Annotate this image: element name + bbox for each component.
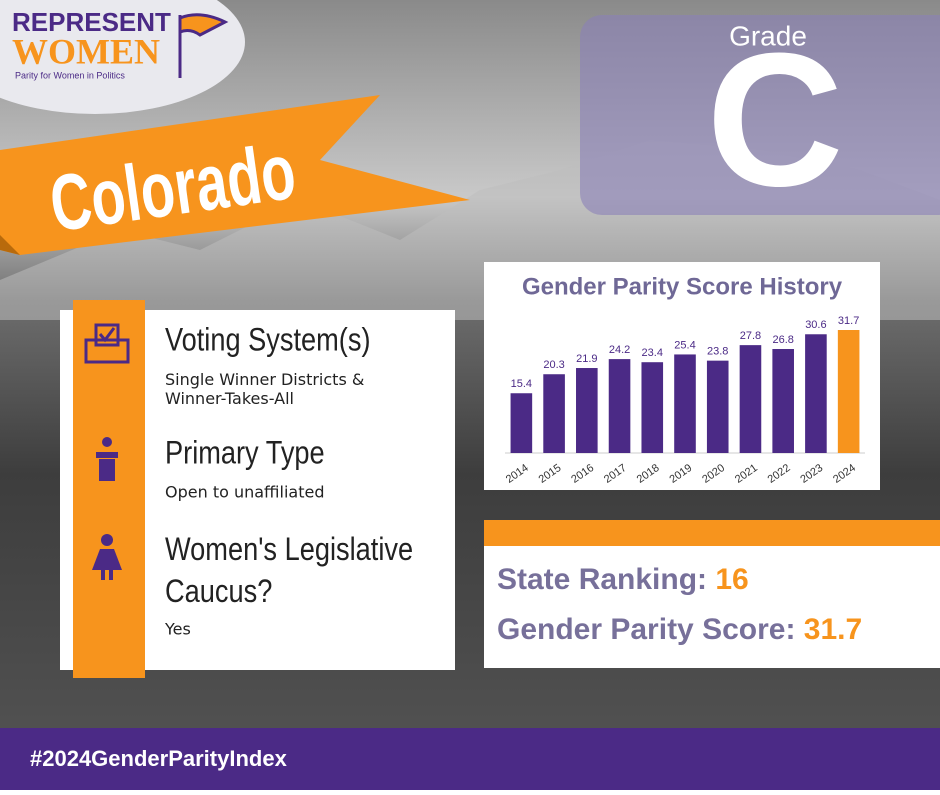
logo-text: REPRESENT	[12, 7, 171, 37]
info-text: Yes	[164, 620, 191, 639]
bar	[608, 359, 631, 453]
score-value: 31.7	[804, 613, 862, 646]
value-label: 23.4	[642, 347, 663, 359]
score-line: Gender Parity Score: 31.7	[497, 613, 862, 646]
bar	[641, 362, 664, 453]
score-label: Gender Parity Score:	[497, 613, 795, 646]
bar	[706, 360, 729, 453]
grade-label: Grade	[729, 20, 807, 51]
value-label: 26.8	[772, 334, 793, 346]
value-label: 21.9	[576, 353, 597, 365]
value-label: 31.7	[838, 315, 859, 327]
ballot-icon	[84, 323, 130, 364]
value-label: 30.6	[805, 319, 826, 331]
bar	[576, 368, 598, 453]
ranking-label: State Ranking:	[497, 563, 707, 596]
grade-box	[580, 15, 940, 215]
bar	[739, 345, 762, 453]
info-strip	[73, 300, 145, 678]
score-panel	[484, 546, 940, 668]
woman-icon	[92, 534, 122, 580]
info-text: Single Winner Districts & Winner-Takes-A…	[165, 370, 365, 408]
info-text: Open to unaffiliated	[165, 483, 325, 502]
state-banner	[0, 95, 470, 255]
value-label: 25.4	[674, 339, 695, 351]
bar	[510, 393, 533, 453]
ranking-value: 16	[715, 563, 748, 596]
logo-text: WOMEN	[12, 31, 160, 71]
grade-value: C	[706, 14, 843, 226]
banner-fold	[0, 235, 20, 255]
value-label: 20.3	[543, 359, 564, 371]
bar	[837, 330, 860, 453]
footer	[0, 728, 940, 790]
value-label: 15.4	[511, 378, 532, 390]
ranking-line: State Ranking: 16	[497, 563, 749, 596]
value-label: 23.8	[707, 346, 728, 358]
value-label: 27.8	[740, 330, 761, 342]
info-text-box: Single Winner Districts & Winner-Takes-A…	[165, 370, 365, 408]
bar	[805, 334, 827, 453]
info-title: Primary Type	[165, 435, 325, 471]
bar	[772, 349, 794, 453]
hashtag: #2024GenderParityIndex	[30, 746, 288, 771]
info-title: Voting System(s)	[165, 322, 371, 358]
chart-title: Gender Parity Score History	[522, 273, 843, 300]
podium-icon	[96, 437, 118, 481]
score-strip	[484, 520, 940, 546]
logo-tagline: Parity for Women in Politics	[15, 70, 125, 80]
bar	[543, 374, 565, 453]
logo-flag	[178, 13, 229, 78]
info-title-box: Women's Legislative Caucus?	[165, 531, 414, 609]
value-label: 24.2	[609, 344, 630, 356]
bar	[674, 354, 696, 453]
info-title: Women's Legislative Caucus?	[165, 531, 414, 609]
